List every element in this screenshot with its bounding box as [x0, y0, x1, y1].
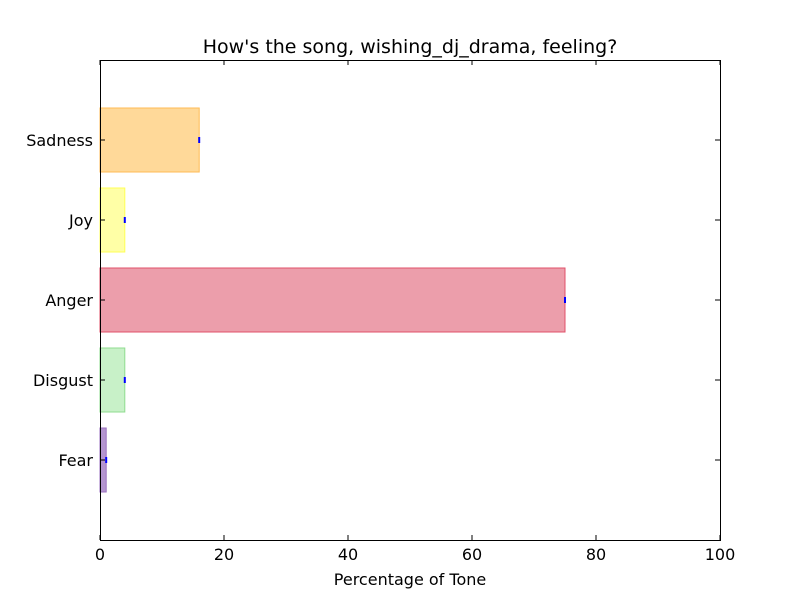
x-axis-label: Percentage of Tone [334, 570, 486, 589]
bar-sadness [99, 107, 200, 173]
x-tick-label-20: 20 [214, 545, 234, 564]
y-axis: Fear Disgust Anger Joy Sadness [26, 131, 720, 470]
x-axis: 0 20 40 60 80 100 [95, 60, 735, 564]
x-tick-label-60: 60 [462, 545, 482, 564]
x-tick-label-80: 80 [586, 545, 606, 564]
y-tick-label-joy: Joy [68, 211, 93, 230]
x-tick-label-0: 0 [95, 545, 105, 564]
plot-area [99, 107, 566, 493]
y-tick-label-anger: Anger [45, 291, 93, 310]
x-tick-label-100: 100 [705, 545, 736, 564]
y-tick-label-disgust: Disgust [33, 371, 93, 390]
y-tick-label-fear: Fear [58, 451, 93, 470]
chart-title: How's the song, wishing_dj_drama, feelin… [203, 36, 618, 58]
bar-anger [99, 267, 566, 333]
x-tick-label-40: 40 [338, 545, 358, 564]
y-tick-label-sadness: Sadness [26, 131, 93, 150]
